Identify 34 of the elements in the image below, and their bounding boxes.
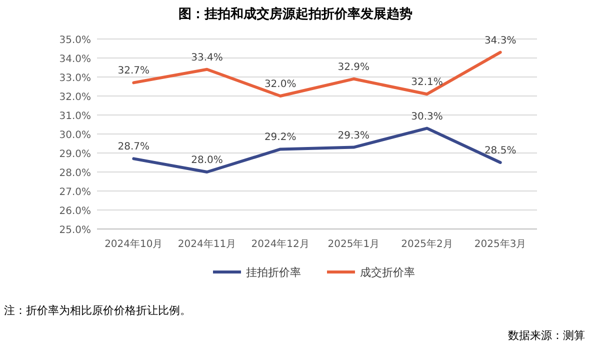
source-note: 数据来源：测算	[508, 329, 585, 342]
y-tick-label: 26.0%	[59, 206, 91, 217]
y-tick-label: 30.0%	[59, 130, 91, 141]
y-tick-label: 29.0%	[59, 149, 91, 160]
data-label: 28.5%	[484, 146, 516, 156]
y-tick-label: 32.0%	[59, 92, 91, 103]
data-label: 32.7%	[118, 66, 150, 77]
y-tick-label: 33.0%	[59, 73, 91, 84]
chart-title: 图：挂拍和成交房源起拍折价率发展趋势	[178, 6, 412, 22]
data-label: 28.7%	[118, 142, 150, 153]
data-label: 29.3%	[338, 130, 370, 142]
y-tick-label: 28.0%	[59, 168, 91, 179]
legend-label: 成交折价率	[360, 266, 415, 279]
data-label: 34.3%	[484, 35, 516, 46]
x-tick-label: 2024年12月	[251, 238, 310, 250]
legend-label: 挂拍折价率	[246, 266, 301, 279]
x-tick-label: 2025年2月	[401, 238, 453, 250]
data-label: 32.1%	[411, 77, 443, 88]
data-label: 32.0%	[264, 79, 296, 90]
x-tick-label: 2025年3月	[474, 238, 526, 250]
y-tick-label: 35.0%	[59, 35, 91, 46]
y-tick-label: 25.0%	[59, 225, 91, 236]
data-label: 29.2%	[264, 132, 296, 144]
x-tick-label: 2025年1月	[328, 238, 380, 250]
data-label: 28.0%	[191, 155, 223, 166]
x-tick-label: 2024年11月	[178, 238, 236, 250]
y-tick-label: 27.0%	[59, 187, 91, 198]
y-tick-label: 34.0%	[59, 54, 91, 65]
data-label: 30.3%	[411, 111, 443, 122]
x-tick-label: 2024年10月	[104, 238, 163, 250]
text: 注：折价率为相比原价价格折让比例。	[4, 304, 191, 317]
y-tick-label: 31.0%	[59, 111, 91, 122]
data-label: 32.9%	[338, 62, 370, 73]
data-label: 33.4%	[191, 52, 223, 64]
